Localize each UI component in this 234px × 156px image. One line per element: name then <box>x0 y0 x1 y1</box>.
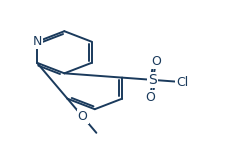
Text: O: O <box>151 55 161 68</box>
Text: Cl: Cl <box>176 76 188 89</box>
Text: S: S <box>149 73 157 87</box>
Text: O: O <box>78 110 88 123</box>
Text: O: O <box>145 91 155 105</box>
Text: N: N <box>32 35 42 48</box>
